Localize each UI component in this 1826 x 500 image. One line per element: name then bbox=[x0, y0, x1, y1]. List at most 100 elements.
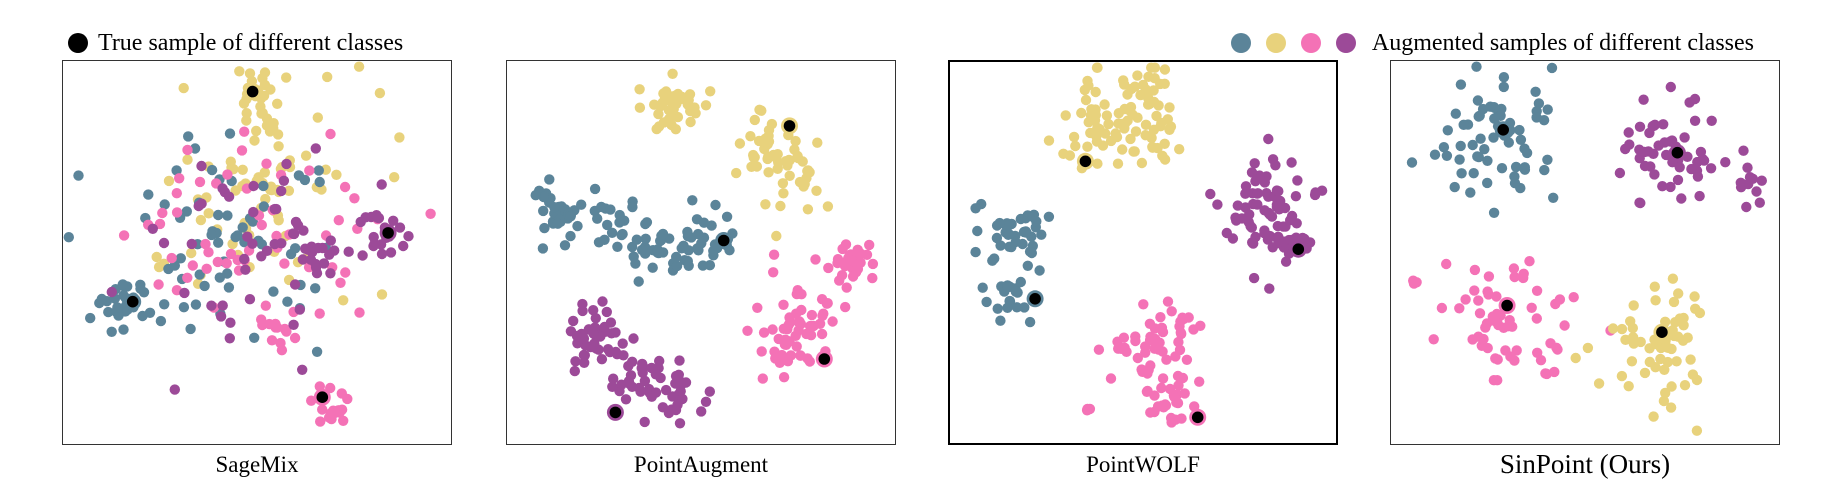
pink-point bbox=[1469, 285, 1480, 296]
pink-point bbox=[818, 308, 829, 319]
pink-point bbox=[1179, 388, 1190, 399]
purple-point bbox=[1744, 172, 1756, 183]
pink-point bbox=[266, 335, 278, 346]
purple-point bbox=[1738, 145, 1749, 156]
yellow-point bbox=[331, 169, 342, 180]
yellow-point bbox=[1644, 356, 1655, 368]
scatter-plot bbox=[1406, 61, 1767, 436]
blue-point bbox=[614, 209, 625, 221]
purple-point bbox=[650, 369, 661, 380]
purple-point bbox=[1252, 199, 1263, 210]
yellow-point bbox=[1623, 381, 1634, 392]
purple-point bbox=[590, 313, 601, 324]
purple-point bbox=[193, 200, 204, 212]
blue-point bbox=[310, 283, 321, 294]
purple-point bbox=[1679, 132, 1690, 143]
purple-point bbox=[635, 386, 646, 397]
scatter-plot bbox=[63, 61, 436, 427]
yellow-point bbox=[234, 66, 245, 77]
pink-point bbox=[1138, 299, 1149, 310]
pink-point bbox=[1482, 342, 1493, 354]
yellow-point bbox=[244, 68, 256, 79]
blue-point bbox=[112, 302, 123, 313]
pink-point bbox=[336, 388, 347, 399]
purple-point bbox=[271, 203, 282, 215]
blue-true-sample bbox=[1497, 124, 1509, 136]
blue-point bbox=[1515, 134, 1527, 145]
yellow-point bbox=[771, 230, 782, 242]
purple-point bbox=[1273, 186, 1284, 197]
pink-point bbox=[758, 327, 770, 338]
purple-point bbox=[1706, 115, 1717, 126]
pink-point bbox=[1559, 320, 1570, 331]
purple-point bbox=[355, 216, 366, 228]
pink-point bbox=[801, 328, 812, 340]
purple-point bbox=[1246, 222, 1257, 233]
blue-point bbox=[103, 306, 114, 318]
purple-point bbox=[1638, 94, 1649, 105]
pink-point bbox=[1181, 354, 1193, 365]
pink-point bbox=[1488, 315, 1499, 326]
purple-point bbox=[1689, 115, 1701, 126]
purple-point bbox=[1694, 190, 1705, 202]
pink-point bbox=[256, 219, 267, 231]
pink-point bbox=[742, 325, 753, 336]
blue-point bbox=[977, 282, 988, 293]
purple-point bbox=[1665, 181, 1676, 193]
pink-point bbox=[823, 262, 834, 274]
blue-point bbox=[1485, 101, 1496, 112]
purple-point bbox=[288, 228, 300, 240]
yellow-point bbox=[749, 114, 760, 126]
yellow-true-sample bbox=[783, 120, 796, 132]
purple-point bbox=[244, 294, 256, 305]
purple-point bbox=[1212, 199, 1223, 210]
pink-point bbox=[1524, 256, 1535, 267]
purple-point bbox=[1639, 160, 1651, 172]
pink-point bbox=[194, 176, 206, 188]
yellow-point bbox=[1103, 118, 1114, 130]
blue-point bbox=[1441, 150, 1453, 161]
pink-point bbox=[1509, 271, 1520, 283]
yellow-point bbox=[1620, 334, 1631, 345]
purple-point bbox=[318, 258, 330, 269]
yellow-point bbox=[237, 164, 248, 175]
purple-point bbox=[1246, 167, 1258, 178]
pink-point bbox=[1082, 403, 1093, 415]
purple-point bbox=[325, 268, 336, 279]
purple-point bbox=[596, 354, 608, 365]
pink-point bbox=[840, 301, 851, 313]
purple-point bbox=[169, 384, 180, 395]
yellow-point bbox=[338, 295, 349, 306]
blue-point bbox=[596, 201, 607, 213]
blue-point bbox=[1514, 124, 1525, 136]
pink-point bbox=[354, 307, 365, 318]
purple-point bbox=[1658, 119, 1669, 130]
scatter-panel-sagemix bbox=[62, 60, 452, 445]
pink-point bbox=[757, 373, 768, 384]
pink-point bbox=[325, 128, 336, 140]
purple-point bbox=[1231, 215, 1242, 226]
yellow-point bbox=[634, 84, 645, 95]
purple-point bbox=[281, 158, 292, 170]
legend-color-swatches bbox=[1230, 33, 1356, 53]
yellow-point bbox=[1616, 323, 1628, 335]
blue-point bbox=[1531, 112, 1542, 123]
pink-point bbox=[1500, 345, 1511, 356]
purple-point bbox=[1240, 181, 1252, 192]
pink-point bbox=[1454, 303, 1465, 314]
purple-point bbox=[1634, 197, 1645, 208]
yellow-point bbox=[1125, 133, 1136, 145]
pink-point bbox=[841, 282, 852, 293]
yellow-point bbox=[1043, 135, 1055, 146]
pink-point bbox=[222, 169, 233, 180]
pink-point bbox=[239, 126, 250, 137]
blue-point bbox=[1467, 139, 1478, 151]
yellow-point bbox=[1678, 312, 1689, 324]
purple-point bbox=[1249, 158, 1260, 169]
pink-point bbox=[784, 336, 795, 347]
purple-point bbox=[1653, 140, 1664, 151]
pink-point bbox=[784, 317, 795, 329]
purple-point bbox=[310, 262, 322, 273]
pink-true-sample bbox=[818, 353, 831, 365]
yellow-point bbox=[667, 68, 678, 79]
